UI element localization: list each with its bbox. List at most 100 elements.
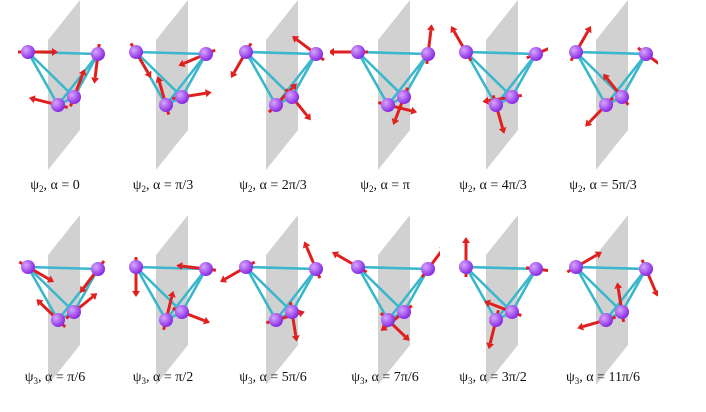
psi-subscript: 3	[33, 376, 39, 386]
psi-symbol: ψ	[351, 370, 361, 385]
spin-panel: ψ3, α = 3π/2	[438, 215, 548, 405]
spin-arrowhead	[291, 335, 300, 342]
alpha-value: , α = 7π/6	[364, 370, 419, 385]
spin-panel: ψ2, α = π	[330, 0, 440, 194]
atom	[269, 313, 283, 327]
panel-caption: ψ2, α = 5π/3	[548, 178, 658, 194]
psi-subscript: 3	[360, 376, 365, 386]
atom	[421, 47, 435, 61]
mirror-plane	[596, 215, 628, 385]
psi-symbol: ψ	[459, 178, 469, 193]
spin-diagram	[566, 215, 658, 385]
atom	[529, 47, 543, 61]
mirror-plane	[378, 215, 410, 385]
bond	[510, 267, 538, 314]
atom	[529, 262, 543, 276]
spin-diagram	[18, 0, 105, 170]
atom	[381, 313, 395, 327]
psi-symbol: ψ	[566, 370, 575, 385]
psi-symbol: ψ	[30, 178, 40, 193]
bond	[574, 265, 624, 314]
spin-arrowhead	[297, 309, 305, 318]
psi-symbol: ψ	[239, 370, 249, 385]
atom	[199, 47, 213, 61]
bond	[574, 50, 608, 107]
spin-arrowhead	[302, 241, 311, 249]
spin-panel: ψ2, α = π/3	[108, 0, 218, 194]
atom	[129, 45, 143, 59]
panel-caption: ψ2, α = π	[330, 178, 440, 194]
alpha-value: , α = 5π/6	[252, 370, 307, 385]
atom	[505, 90, 519, 104]
spin-panel: ψ3, α = 11π/6	[548, 215, 658, 405]
atom	[51, 98, 65, 112]
atom	[615, 305, 629, 319]
bond	[180, 267, 208, 314]
bond	[244, 265, 294, 314]
atom	[397, 305, 411, 319]
atom	[397, 90, 411, 104]
bond	[26, 265, 100, 271]
spin-arrowhead	[132, 291, 140, 297]
bond	[574, 50, 648, 56]
bond	[244, 50, 294, 99]
atom	[599, 98, 613, 112]
bond	[464, 50, 538, 56]
bond	[494, 52, 538, 107]
spin-diagram	[332, 215, 440, 385]
spin-arrowhead	[594, 251, 602, 259]
alpha-value: , α = 11π/6	[579, 370, 640, 385]
bond	[464, 265, 498, 322]
mirror-plane	[48, 215, 80, 385]
spin-panel: ψ2, α = 0	[0, 0, 110, 194]
bond	[26, 265, 60, 322]
mirror-plane	[378, 0, 410, 170]
alpha-value: , α = 5π/3	[582, 178, 637, 193]
atom	[599, 313, 613, 327]
atom	[285, 305, 299, 319]
bond	[244, 265, 278, 322]
panel-caption: ψ3, α = π/2	[108, 370, 218, 386]
psi-subscript: 2	[141, 184, 147, 194]
psi-subscript: 3	[141, 376, 147, 386]
spin-arrowhead	[577, 322, 585, 331]
spin-arrowhead	[450, 26, 458, 34]
atom	[67, 305, 81, 319]
spin-diagram	[330, 0, 435, 170]
bond	[464, 50, 514, 99]
spin-panel: ψ3, α = 5π/6	[218, 215, 328, 405]
bond	[464, 50, 498, 107]
spin-panel: ψ3, α = 7π/6	[330, 215, 440, 405]
bond	[620, 267, 648, 314]
bond	[356, 50, 406, 99]
bond	[274, 267, 318, 322]
spin-diagram	[18, 215, 106, 385]
spin-arrowhead	[292, 35, 300, 43]
atom	[159, 313, 173, 327]
spin-diagram	[569, 0, 658, 170]
alpha-value: , α = π/6	[38, 370, 86, 385]
panel-caption: ψ2, α = 2π/3	[218, 178, 328, 194]
atom	[199, 262, 213, 276]
bond	[134, 50, 208, 56]
spin-arrowhead	[205, 89, 212, 98]
alpha-value: , α = 4π/3	[472, 178, 527, 193]
psi-subscript: 2	[248, 184, 253, 194]
spin-arrowhead	[178, 59, 186, 68]
atom	[381, 98, 395, 112]
spin-arrowhead	[289, 83, 297, 91]
psi-subscript: 3	[468, 376, 473, 386]
spin-arrowhead	[498, 126, 507, 134]
atom	[639, 262, 653, 276]
atom	[459, 260, 473, 274]
spin-arrowhead	[462, 237, 470, 243]
bond	[134, 265, 184, 314]
bond	[604, 52, 648, 107]
bond	[386, 52, 430, 107]
bond	[26, 50, 76, 99]
atom	[505, 305, 519, 319]
panel-caption: ψ3, α = π/6	[0, 370, 110, 386]
bond	[356, 265, 430, 271]
spin-arrowhead	[486, 342, 495, 350]
